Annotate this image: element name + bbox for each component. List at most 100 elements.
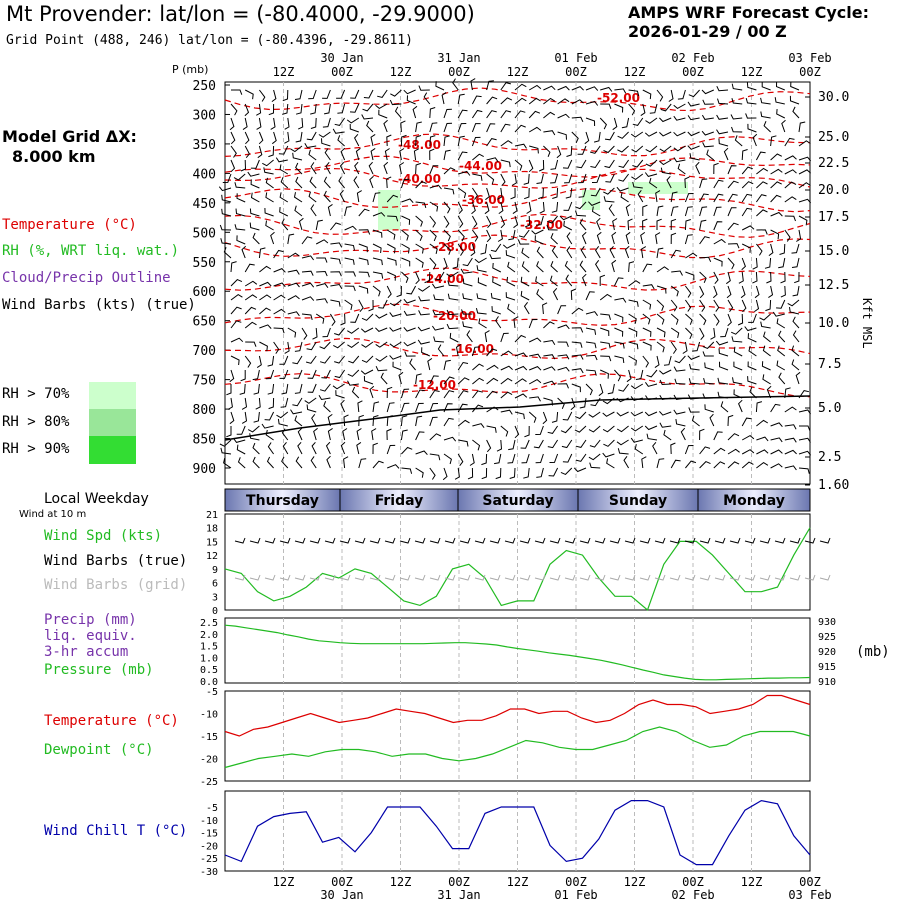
wind-barb [741, 181, 754, 189]
wind-barb [250, 159, 260, 169]
wind-barb [279, 355, 289, 365]
wind-barb [229, 369, 235, 383]
wind-barb [517, 239, 530, 245]
surface-wind-barb [399, 537, 411, 544]
pressure-tick-label: 600 [193, 285, 216, 300]
wind-barb [575, 453, 587, 462]
wind-barb [287, 252, 300, 259]
surface-wind-barb [354, 537, 366, 544]
pressure-unit: (mb) [856, 644, 890, 660]
wind-barb [241, 411, 248, 424]
wind-barb [521, 247, 530, 259]
wind-barb [702, 341, 715, 349]
wind-barb [772, 311, 785, 317]
wind-barb [429, 467, 436, 480]
grid-wind-barb [369, 574, 381, 581]
wind-barb [689, 363, 700, 371]
wind-barb [660, 103, 672, 112]
wind-barb [356, 428, 362, 441]
wind-barb [617, 145, 629, 153]
wind-barb [518, 229, 530, 238]
wind-barb [656, 89, 664, 102]
wind-barb [644, 131, 658, 137]
wind-barb [437, 344, 445, 357]
wind-speed-line [224, 527, 811, 612]
wind-barb [400, 120, 406, 133]
wind-barb [418, 310, 430, 316]
wind-barb [386, 243, 396, 254]
wind-barb [798, 198, 812, 204]
wind-barb [347, 341, 360, 349]
wind-barb [471, 109, 483, 119]
wind-barb [557, 98, 570, 105]
wind-barb [347, 327, 360, 334]
wind-barb [363, 375, 374, 385]
wind-barb [588, 201, 601, 206]
wind-barb [344, 243, 355, 251]
wind-barb [770, 135, 777, 147]
wind-barb [618, 159, 630, 168]
wind-barb [741, 257, 746, 271]
wind-barb [308, 89, 317, 100]
bottom-hour-label: 00Z [448, 875, 470, 889]
wind-barb [252, 369, 260, 381]
wind-barb [433, 294, 445, 301]
wind-barb [265, 177, 274, 189]
wind-barb [287, 295, 300, 301]
wind-barb [406, 285, 417, 295]
wind-barb [784, 169, 797, 175]
kft-tick-label: 15.0 [818, 244, 849, 259]
wind-barb [531, 229, 544, 235]
wind-barb [796, 229, 802, 242]
wind-barb [330, 257, 341, 265]
wind-barb [614, 341, 625, 349]
wind-barb [713, 206, 722, 217]
wind-barb [717, 377, 729, 385]
wind-barb [778, 330, 786, 343]
wind-barb [514, 110, 526, 119]
wind-barb [387, 464, 400, 469]
grid-wind-barb [339, 574, 351, 581]
wind-barb [590, 187, 601, 197]
wind-barb [699, 285, 705, 299]
wind-barb [244, 280, 258, 287]
wind-barb [244, 103, 250, 117]
wind-barb [562, 453, 573, 463]
wind-barb [372, 460, 384, 469]
wind-barb [295, 456, 303, 469]
wind-barb [415, 389, 425, 399]
wind-barb [792, 316, 800, 329]
wind-barb [366, 120, 374, 133]
isotherm-label: -48.00 [398, 138, 441, 152]
wind-barb [673, 131, 686, 137]
wind-barb [538, 159, 545, 172]
wind-barb [533, 439, 544, 449]
wind-barb [279, 369, 289, 379]
dewpoint-line [224, 726, 811, 769]
wind-barb [265, 369, 275, 380]
grid-wind-barb [534, 574, 546, 581]
wind-barb [344, 206, 352, 217]
wind-barb [660, 167, 672, 175]
wind-ytick: 6 [212, 579, 218, 590]
wind-barb [226, 426, 232, 438]
wind-barb [301, 296, 315, 301]
wind-barb [727, 243, 740, 249]
wind-barb [457, 390, 469, 399]
wind-barb [614, 327, 624, 337]
wind-barb [443, 436, 457, 442]
wind-barb [401, 446, 413, 455]
wind-barb [460, 268, 473, 274]
grid-wind-barb [759, 574, 771, 581]
wind-barb [670, 299, 678, 312]
wind-barb [294, 205, 303, 217]
wind-barb [763, 121, 771, 133]
wind-barb [713, 221, 723, 231]
surface-wind-barb [699, 537, 711, 544]
wind-barb [239, 383, 246, 395]
wind-barb [472, 173, 483, 181]
wind-barb [372, 243, 382, 254]
precip-ytick: 0.5 [200, 665, 218, 676]
wind-barb [644, 172, 658, 177]
wind-barb [261, 423, 274, 429]
